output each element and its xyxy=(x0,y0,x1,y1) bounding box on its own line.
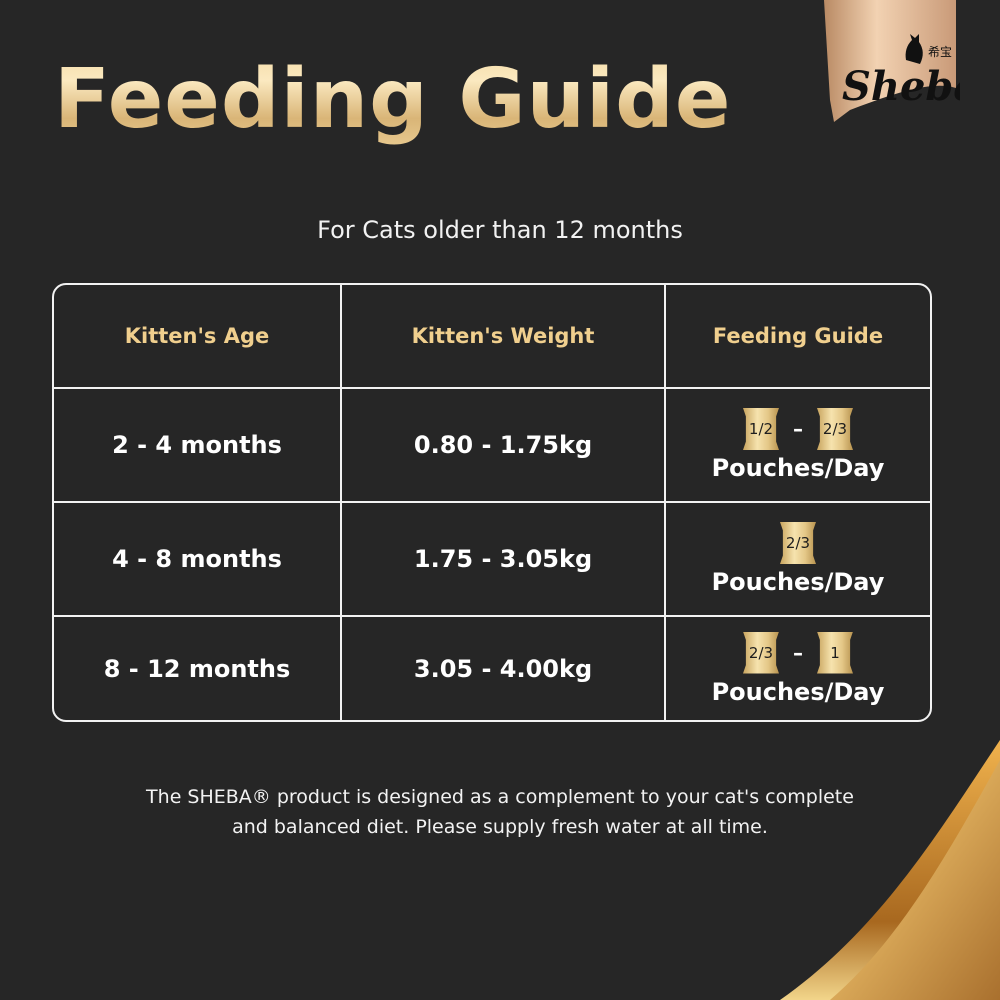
sheba-logo: Sheba 希宝 xyxy=(824,0,960,122)
pouch-icon: 2/3 xyxy=(780,522,816,564)
header-weight: Kitten's Weight xyxy=(342,285,666,389)
pouch-icon: 1 xyxy=(817,631,853,674)
pouches-per-day: Pouches/Day xyxy=(711,677,885,706)
range-dash: – xyxy=(793,640,803,665)
row2-age: 4 - 8 months xyxy=(54,503,342,617)
row3-weight: 3.05 - 4.00kg xyxy=(342,617,666,720)
page-title: Feeding Guide xyxy=(54,52,732,147)
row1-age: 2 - 4 months xyxy=(54,389,342,503)
subtitle: For Cats older than 12 months xyxy=(317,216,683,244)
note-line-1: The SHEBA® product is designed as a comp… xyxy=(146,786,854,808)
feeding-table: Kitten's Age Kitten's Weight Feeding Gui… xyxy=(52,283,932,722)
svg-text:Sheba: Sheba xyxy=(842,63,960,110)
disclaimer-note: The SHEBA® product is designed as a comp… xyxy=(0,782,1000,842)
svg-text:希宝: 希宝 xyxy=(928,44,952,59)
pouch-icon: 2/3 xyxy=(743,631,779,674)
row3-feeding: 2/3–1 Pouches/Day xyxy=(666,617,930,720)
note-line-2: and balanced diet. Please supply fresh w… xyxy=(232,816,768,838)
header-feeding-guide: Feeding Guide xyxy=(666,285,930,389)
row2-feeding: 2/3 Pouches/Day xyxy=(666,503,930,617)
pouches-per-day: Pouches/Day xyxy=(711,454,885,482)
pouch-icon: 1/2 xyxy=(743,408,779,450)
row1-weight: 0.80 - 1.75kg xyxy=(342,389,666,503)
range-dash: – xyxy=(793,417,803,441)
row3-age: 8 - 12 months xyxy=(54,617,342,720)
row1-feeding: 1/2–2/3 Pouches/Day xyxy=(666,389,930,503)
header-age: Kitten's Age xyxy=(54,285,342,389)
row2-weight: 1.75 - 3.05kg xyxy=(342,503,666,617)
pouches-per-day: Pouches/Day xyxy=(711,568,885,596)
pouch-icon: 2/3 xyxy=(817,408,853,450)
